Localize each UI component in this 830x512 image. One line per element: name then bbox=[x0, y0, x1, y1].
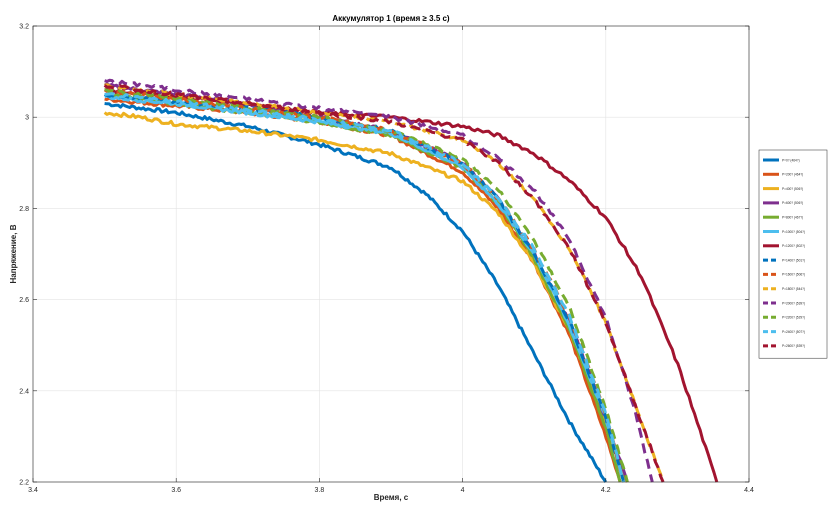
legend-label: P=400? (506?) bbox=[782, 187, 803, 191]
legend-label: P=2600? (539?) bbox=[782, 344, 805, 348]
x-tick-label: 3.6 bbox=[171, 487, 181, 494]
ticks: 3.4 3.6 3.8 4 4.2 4.4 2.2 2.4 2.6 2.8 3 3.2 bbox=[19, 24, 754, 495]
y-tick-label: 2.2 bbox=[19, 480, 29, 487]
legend-label: P=1800? (544?) bbox=[782, 287, 805, 291]
y-tick-label: 2.4 bbox=[19, 388, 29, 395]
x-tick-label: 3.4 bbox=[28, 487, 38, 494]
x-tick-label: 3.8 bbox=[315, 487, 325, 494]
legend-label: P=200? (464?) bbox=[782, 173, 803, 177]
series-layer bbox=[103, 78, 719, 483]
series-line bbox=[103, 84, 665, 483]
legend-label: P=1000? (504?) bbox=[782, 230, 805, 234]
legend-label: P=600? (506?) bbox=[782, 201, 803, 205]
x-tick-label: 4.4 bbox=[744, 487, 754, 494]
legend-label: P=800? (467?) bbox=[782, 216, 803, 220]
series-line bbox=[104, 102, 608, 483]
legend-label: P=1400? (501?) bbox=[782, 258, 805, 262]
chart-title: Аккумулятор 1 (время ≥ 3.5 с) bbox=[332, 14, 450, 23]
legend-label: P=1200? (502?) bbox=[782, 244, 805, 248]
x-tick-label: 4 bbox=[461, 487, 465, 494]
legend-label: P=0? (464?) bbox=[782, 158, 800, 162]
plot-frame bbox=[32, 25, 750, 483]
y-tick-label: 2.8 bbox=[19, 206, 29, 213]
series-line bbox=[104, 88, 629, 483]
y-tick-label: 3.2 bbox=[19, 24, 29, 31]
x-axis-label: Время, с bbox=[374, 493, 409, 502]
legend-box bbox=[758, 149, 828, 359]
series-line bbox=[104, 78, 654, 483]
legend-label: P=2200? (529?) bbox=[782, 316, 805, 320]
y-tick-label: 2.6 bbox=[19, 297, 29, 304]
y-axis-label: Напряжение, В bbox=[9, 224, 18, 283]
legend-label: P=2400? (507?) bbox=[782, 330, 805, 334]
series-line bbox=[103, 111, 629, 483]
legend: P=0? (464?) P=200? (464?) P=400? (506?) P=6… bbox=[758, 149, 828, 359]
legend-label: P=1600? (506?) bbox=[782, 273, 805, 277]
series-line bbox=[104, 92, 626, 483]
y-tick-label: 3 bbox=[25, 115, 29, 122]
legend-label: P=2000? (539?) bbox=[782, 301, 805, 305]
x-tick-label: 4.2 bbox=[601, 487, 611, 494]
